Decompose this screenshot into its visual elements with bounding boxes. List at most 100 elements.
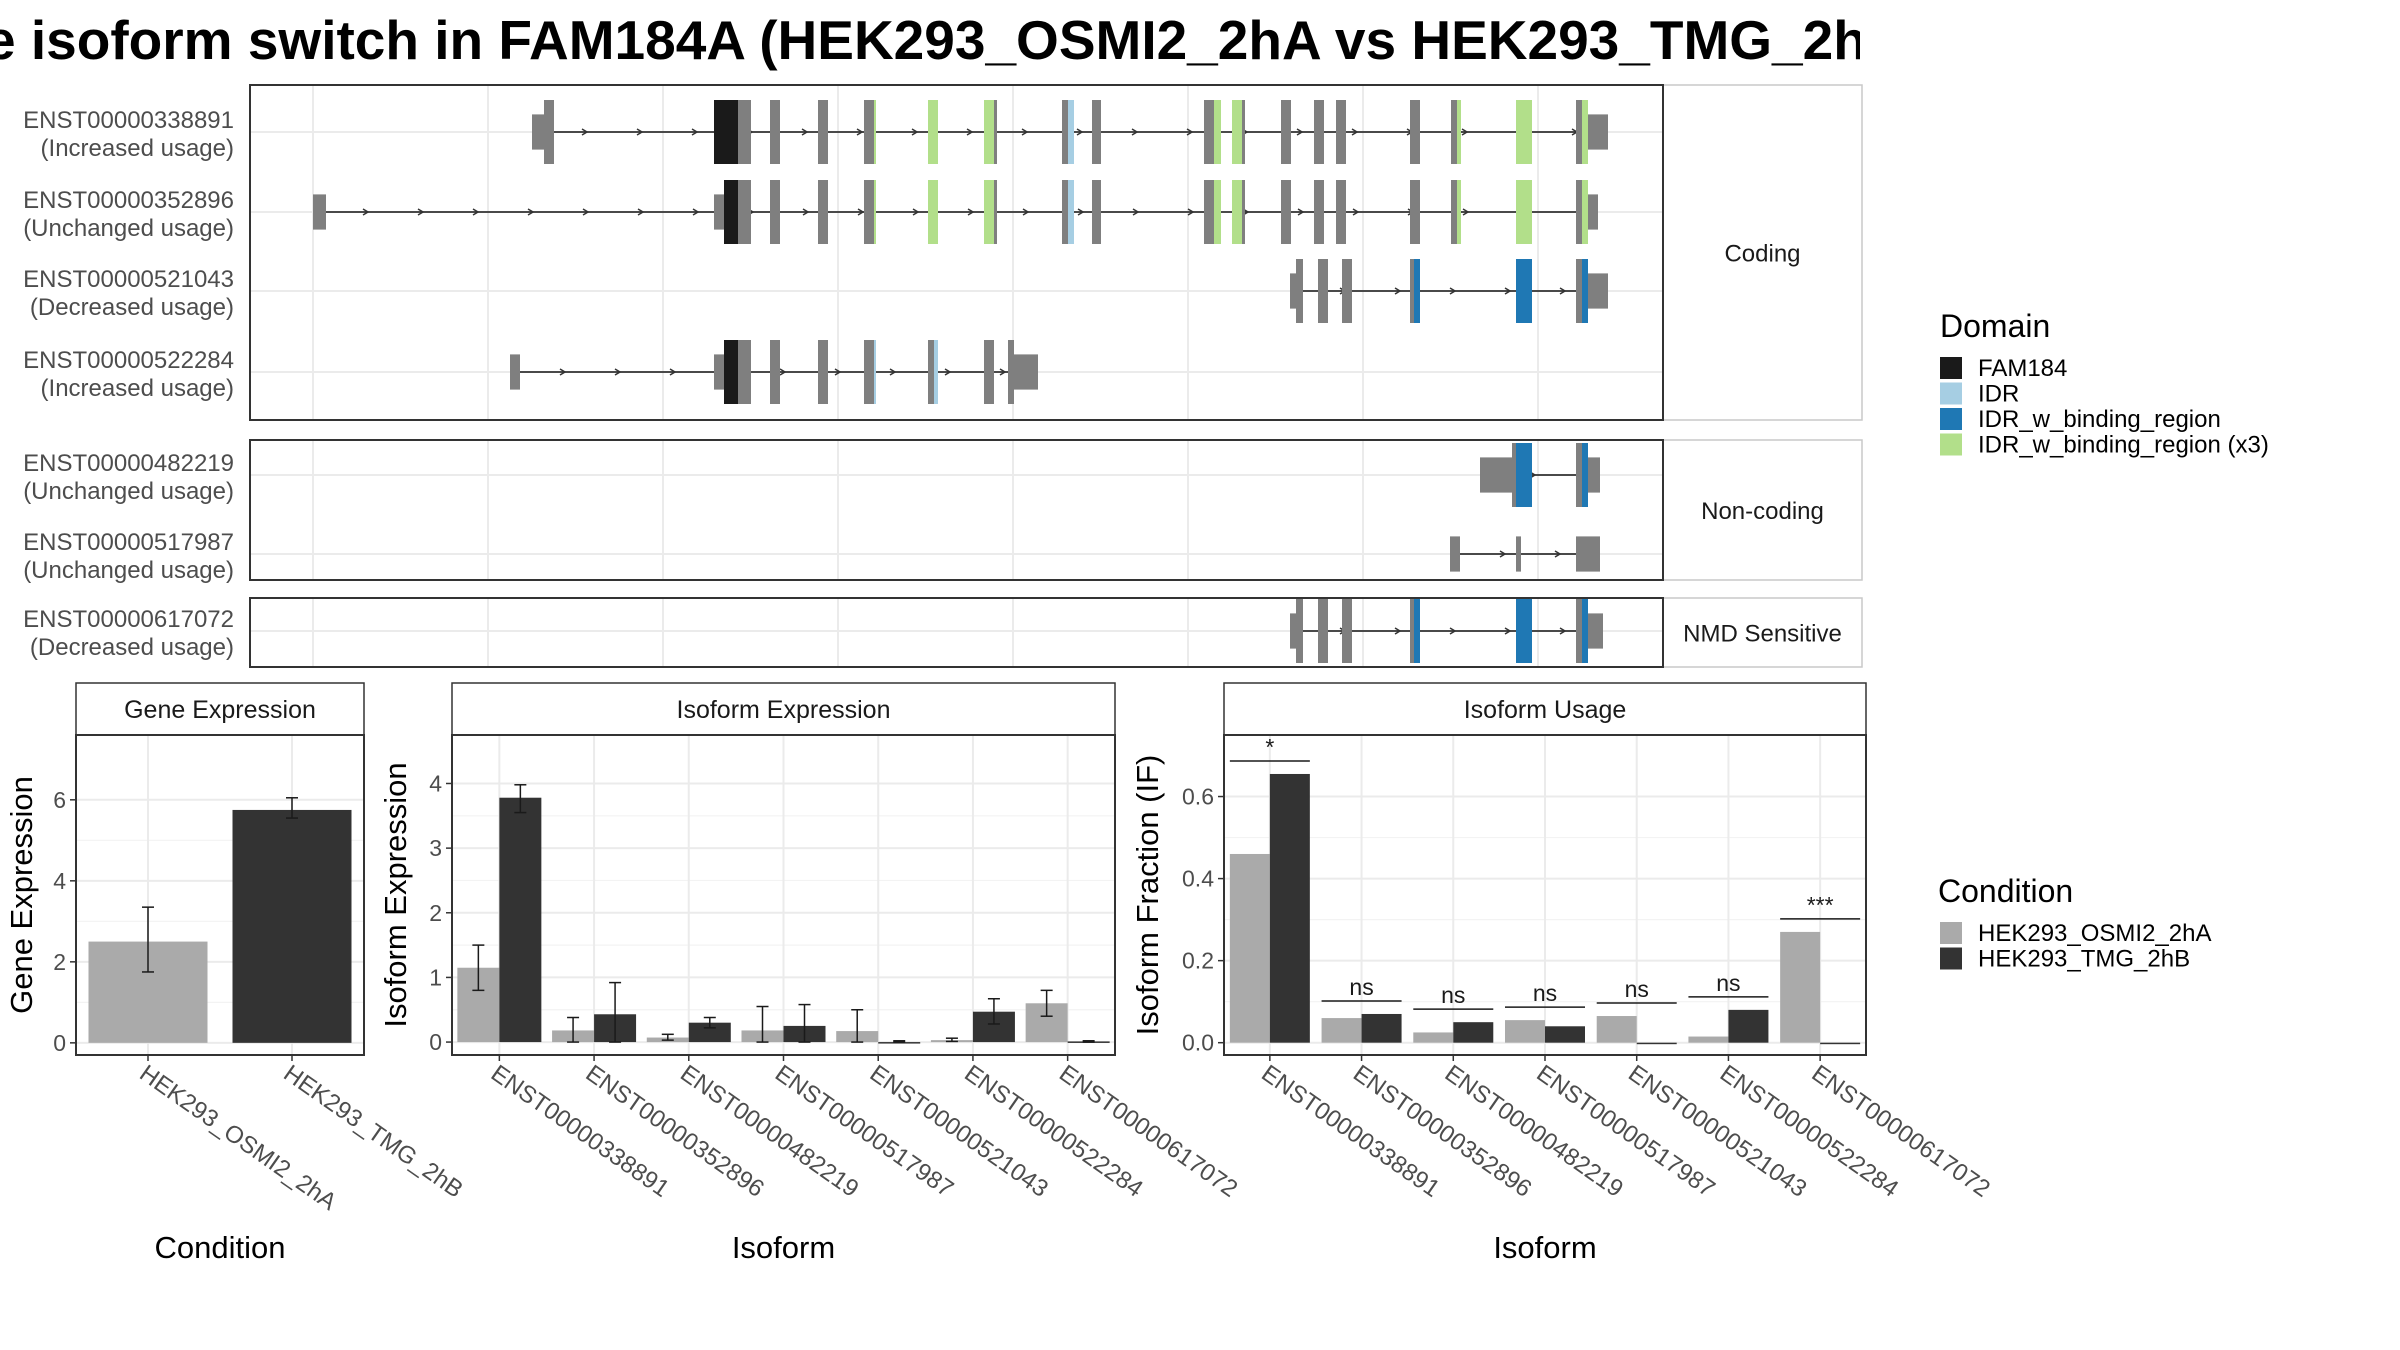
bar xyxy=(1321,1018,1362,1043)
y-tick-label: 0.4 xyxy=(1182,866,1214,892)
strand-arrow xyxy=(1559,627,1567,635)
exon-block xyxy=(738,340,751,404)
exon-block xyxy=(1576,180,1582,244)
figure-title: e isoform switch in FAM184A (HEK293_OSMI… xyxy=(0,8,1860,72)
exon-block xyxy=(1318,599,1328,663)
exon-block xyxy=(1582,599,1588,663)
exon-block xyxy=(1296,259,1303,323)
exon-block xyxy=(1242,180,1245,244)
condition-legend-label: HEK293_OSMI2_2hA xyxy=(1978,920,2211,947)
exon-block xyxy=(864,180,874,244)
bar xyxy=(1269,773,1310,1043)
strand-arrow xyxy=(669,368,677,376)
facet-strip xyxy=(1662,84,1863,421)
panel-strip-title: Gene Expression xyxy=(124,696,316,724)
transcript-ENST00000482219 xyxy=(1480,443,1600,507)
exon-block xyxy=(1336,180,1346,244)
exon-block xyxy=(770,340,780,404)
y-tick-label: 3 xyxy=(429,835,442,861)
strand-arrow xyxy=(362,208,370,216)
condition-legend-key xyxy=(1940,947,1962,970)
exon-block xyxy=(1516,180,1532,244)
exon-block xyxy=(1588,613,1603,649)
exon-block xyxy=(1576,259,1582,323)
exon-block xyxy=(994,100,997,164)
exon-block xyxy=(1410,180,1420,244)
exon-block xyxy=(770,100,780,164)
domain-legend-label: IDR_w_binding_region xyxy=(1978,406,2221,433)
exon-block xyxy=(994,180,997,244)
exon-block xyxy=(1008,340,1014,404)
strand-arrow xyxy=(1462,208,1470,216)
exon-block xyxy=(1516,536,1521,572)
bar xyxy=(1820,1042,1861,1045)
exon-block xyxy=(738,100,751,164)
x-axis-title: Condition xyxy=(155,1230,286,1265)
strand-arrow xyxy=(637,208,645,216)
exon-block xyxy=(1582,443,1588,507)
condition-legend-label: HEK293_TMG_2hB xyxy=(1978,946,2190,973)
exon-block xyxy=(510,354,520,390)
strand-arrow xyxy=(636,128,644,136)
transcript-id-label: ENST00000352896 xyxy=(23,187,234,214)
strand-arrow xyxy=(691,128,699,136)
strand-arrow xyxy=(582,208,590,216)
exon-block xyxy=(864,340,874,404)
y-tick-label: 0 xyxy=(429,1029,442,1055)
transcript-ENST00000617072 xyxy=(1290,599,1603,663)
transcript-panel-bg xyxy=(250,85,1663,420)
figure-title-text: e isoform switch in FAM184A (HEK293_OSMI… xyxy=(0,9,1860,71)
exon-block xyxy=(1410,599,1414,663)
transcript-ENST00000338891 xyxy=(532,100,1608,164)
bar xyxy=(1361,1013,1402,1043)
strand-arrow xyxy=(1504,627,1512,635)
exon-block xyxy=(1290,613,1296,649)
bar xyxy=(688,1022,731,1043)
strand-arrow xyxy=(802,208,810,216)
exon-block xyxy=(1457,100,1461,164)
exon-block xyxy=(1516,259,1532,323)
strand-arrow xyxy=(1461,128,1469,136)
domain-legend-title: Domain xyxy=(1940,308,2050,344)
transcript-usage-label: (Unchanged usage) xyxy=(23,557,234,584)
y-tick-label: 2 xyxy=(53,949,66,975)
y-tick-label: 1 xyxy=(429,964,442,990)
panel-strip xyxy=(75,682,365,736)
strand-arrow xyxy=(1076,128,1084,136)
transcript-id-label: ENST00000522284 xyxy=(23,347,234,374)
exon-block xyxy=(928,180,938,244)
exon-block xyxy=(1588,194,1598,230)
domain-legend-key xyxy=(1940,433,1962,456)
strand-arrow xyxy=(856,128,864,136)
transcript-usage-label: (Increased usage) xyxy=(41,135,234,162)
x-axis-title: Isoform xyxy=(732,1230,835,1265)
exon-block xyxy=(874,100,876,164)
strand-arrow xyxy=(889,368,897,376)
strand-arrow xyxy=(857,208,865,216)
strand-arrow xyxy=(692,208,700,216)
condition-legend-title: Condition xyxy=(1938,873,2073,909)
significance-label: ns xyxy=(1625,976,1649,1002)
transcript-usage-label: (Increased usage) xyxy=(41,375,234,402)
strand-arrow xyxy=(1022,208,1030,216)
exon-block xyxy=(1450,536,1460,572)
exon-block xyxy=(1214,100,1221,164)
bar xyxy=(1780,931,1821,1043)
strand-arrow xyxy=(944,368,952,376)
exon-block xyxy=(1092,180,1101,244)
exon-block xyxy=(1512,443,1516,507)
condition-legend-key xyxy=(1940,922,1962,944)
strand-arrow xyxy=(1021,128,1029,136)
facet-strip xyxy=(1662,439,1863,581)
x-tick-label: ENST00000617072 xyxy=(1054,1060,1242,1203)
gene-expression-panel: Gene Expression0246HEK293_OSMI2_2hAHEK29… xyxy=(4,682,468,1265)
bar xyxy=(1688,1036,1729,1043)
exon-block xyxy=(714,100,738,164)
y-axis-title: Gene Expression xyxy=(4,776,39,1014)
exon-block xyxy=(1232,100,1242,164)
exon-block xyxy=(984,100,994,164)
strand-arrow xyxy=(1504,287,1512,295)
strand-arrow xyxy=(614,368,622,376)
exon-block xyxy=(1588,273,1608,309)
